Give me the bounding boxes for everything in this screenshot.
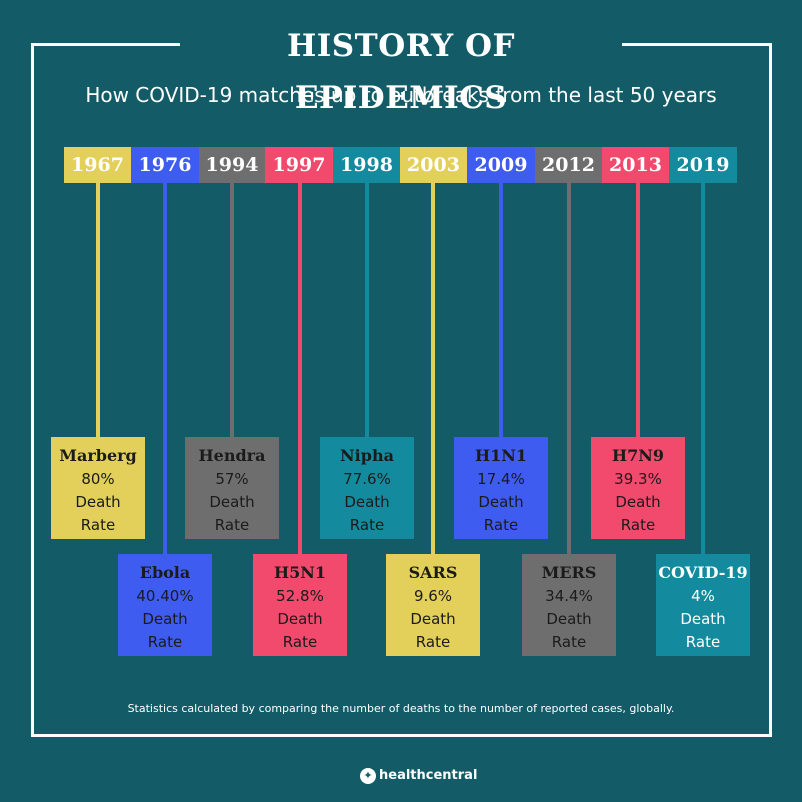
death-rate-label: Rate [620, 516, 656, 534]
epidemic-card: H1N1 17.4% Death Rate [454, 437, 548, 539]
epidemic-card: Marberg 80% Death Rate [51, 437, 145, 539]
epidemic-card: Nipha 77.6% Death Rate [320, 437, 414, 539]
connector-line [365, 183, 369, 437]
connector-line [701, 183, 705, 554]
year-label: 1994 [199, 147, 265, 183]
connector-line [96, 183, 100, 437]
death-rate-value: 52.8% [276, 587, 324, 605]
connector-line [499, 183, 503, 437]
epidemic-name: COVID-19 [658, 563, 748, 582]
year-label: 2019 [669, 147, 737, 183]
death-rate-label: Death [344, 493, 390, 511]
epidemic-name: Marberg [59, 446, 137, 465]
epidemic-card: SARS 9.6% Death Rate [386, 554, 480, 656]
death-rate-label: Rate [551, 633, 587, 651]
death-rate-value: 4% [691, 587, 715, 605]
page-subtitle: How COVID-19 matches up to outbreaks fro… [85, 83, 717, 107]
epidemic-name: Hendra [198, 446, 266, 465]
death-rate-label: Death [680, 610, 726, 628]
death-rate-label: Death [410, 610, 456, 628]
year-label: 1967 [64, 147, 131, 183]
page-title: HISTORY OF EPIDEMICS [180, 20, 622, 116]
brand-logo[interactable]: ✦ healthcentral [360, 764, 477, 788]
death-rate-value: 39.3% [614, 470, 662, 488]
death-rate-label: Death [75, 493, 121, 511]
death-rate-label: Rate [349, 516, 385, 534]
connector-line [163, 183, 167, 554]
death-rate-value: 80% [81, 470, 115, 488]
death-rate-label: Rate [483, 516, 519, 534]
epidemic-name: Ebola [139, 563, 191, 582]
death-rate-label: Rate [685, 633, 721, 651]
healthcentral-logo-icon: ✦ [360, 767, 376, 784]
death-rate-label: Death [277, 610, 323, 628]
epidemic-card: Hendra 57% Death Rate [185, 437, 279, 539]
epidemic-name: H5N1 [273, 563, 326, 582]
epidemic-name: SARS [408, 563, 458, 582]
epidemic-card: COVID-19 4% Death Rate [656, 554, 750, 656]
death-rate-value: 9.6% [413, 587, 453, 605]
year-label: 1976 [131, 147, 199, 183]
connector-line [636, 183, 640, 437]
death-rate-label: Rate [214, 516, 250, 534]
year-label: 2012 [535, 147, 602, 183]
death-rate-value: 17.4% [477, 470, 525, 488]
death-rate-label: Rate [415, 633, 451, 651]
year-label: 1998 [333, 147, 400, 183]
epidemic-card: H7N9 39.3% Death Rate [591, 437, 685, 539]
year-label: 2003 [400, 147, 467, 183]
death-rate-label: Death [142, 610, 188, 628]
death-rate-value: 34.4% [545, 587, 593, 605]
connector-line [230, 183, 234, 437]
epidemic-card: Ebola 40.40% Death Rate [118, 554, 212, 656]
death-rate-label: Rate [80, 516, 116, 534]
death-rate-label: Death [615, 493, 661, 511]
death-rate-label: Rate [282, 633, 318, 651]
connector-line [567, 183, 571, 554]
epidemic-name: MERS [541, 563, 597, 582]
death-rate-value: 57% [215, 470, 249, 488]
epidemic-name: H7N9 [611, 446, 664, 465]
epidemic-card: H5N1 52.8% Death Rate [253, 554, 347, 656]
year-label: 1997 [265, 147, 333, 183]
brand-name: healthcentral [379, 768, 478, 783]
death-rate-label: Death [478, 493, 524, 511]
death-rate-label: Rate [147, 633, 183, 651]
epidemic-card: MERS 34.4% Death Rate [522, 554, 616, 656]
death-rate-label: Death [546, 610, 592, 628]
footnote: Statistics calculated by comparing the n… [127, 702, 675, 715]
death-rate-value: 40.40% [136, 587, 194, 605]
connector-line [431, 183, 435, 554]
year-label: 2013 [602, 147, 669, 183]
death-rate-value: 77.6% [343, 470, 391, 488]
year-label: 2009 [467, 147, 535, 183]
epidemic-name: Nipha [340, 446, 394, 465]
death-rate-label: Death [209, 493, 255, 511]
epidemic-name: H1N1 [474, 446, 527, 465]
connector-line [298, 183, 302, 554]
